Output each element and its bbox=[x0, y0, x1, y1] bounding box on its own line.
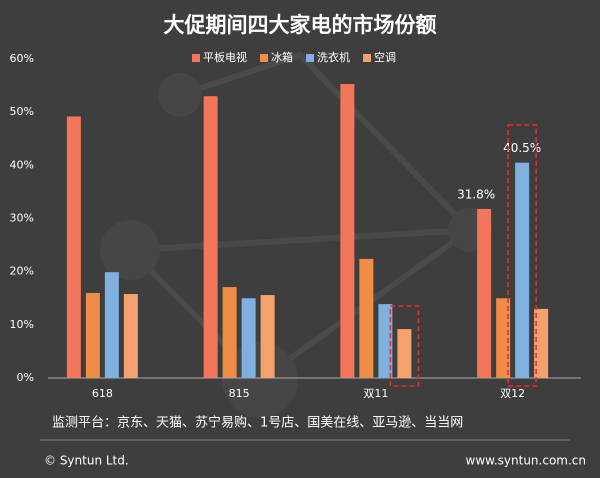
legend-label: 空调 bbox=[374, 50, 396, 64]
bar bbox=[203, 96, 218, 378]
legend-label: 洗衣机 bbox=[317, 50, 350, 64]
bar bbox=[123, 293, 138, 378]
legend-swatch bbox=[306, 54, 314, 62]
bar bbox=[515, 162, 530, 378]
y-tick-label: 40% bbox=[10, 158, 34, 171]
bar bbox=[241, 298, 256, 378]
copyright: © Syntun Ltd. bbox=[44, 454, 129, 468]
footer-note: 监测平台：京东、天猫、苏宁易购、1号店、国美在线、亚马逊、当当网 bbox=[52, 415, 463, 431]
legend-swatch bbox=[192, 54, 200, 62]
bar bbox=[85, 292, 100, 378]
background-decor bbox=[100, 51, 492, 418]
y-tick-label: 20% bbox=[10, 265, 34, 278]
bar bbox=[222, 287, 237, 378]
y-tick-label: 60% bbox=[10, 52, 34, 65]
x-tick-label: 618 bbox=[92, 387, 113, 400]
chart-title: 大促期间四大家电的市场份额 bbox=[164, 13, 437, 37]
data-label: 31.8% bbox=[457, 187, 495, 201]
bar bbox=[66, 116, 81, 379]
bar bbox=[260, 295, 275, 378]
bar bbox=[359, 258, 374, 378]
x-tick-label: 双12 bbox=[500, 387, 525, 400]
bar bbox=[104, 272, 119, 378]
y-tick-label: 30% bbox=[10, 212, 34, 225]
bar bbox=[496, 298, 511, 378]
x-tick-label: 815 bbox=[229, 387, 250, 400]
x-tick-label: 双11 bbox=[363, 387, 388, 400]
y-tick-label: 0% bbox=[17, 371, 34, 384]
y-tick-label: 10% bbox=[10, 318, 34, 331]
bar bbox=[397, 329, 412, 378]
website: www.syntun.com.cn bbox=[466, 454, 587, 468]
data-label: 40.5% bbox=[503, 141, 541, 155]
legend-swatch bbox=[363, 54, 371, 62]
highlight-box bbox=[389, 305, 420, 387]
bar bbox=[477, 208, 492, 378]
bar bbox=[378, 304, 393, 378]
legend-label: 平板电视 bbox=[203, 50, 247, 64]
bar bbox=[534, 308, 549, 378]
legend-label: 冰箱 bbox=[271, 50, 293, 64]
legend-swatch bbox=[260, 54, 268, 62]
y-tick-label: 50% bbox=[10, 105, 34, 118]
bar bbox=[340, 83, 355, 378]
